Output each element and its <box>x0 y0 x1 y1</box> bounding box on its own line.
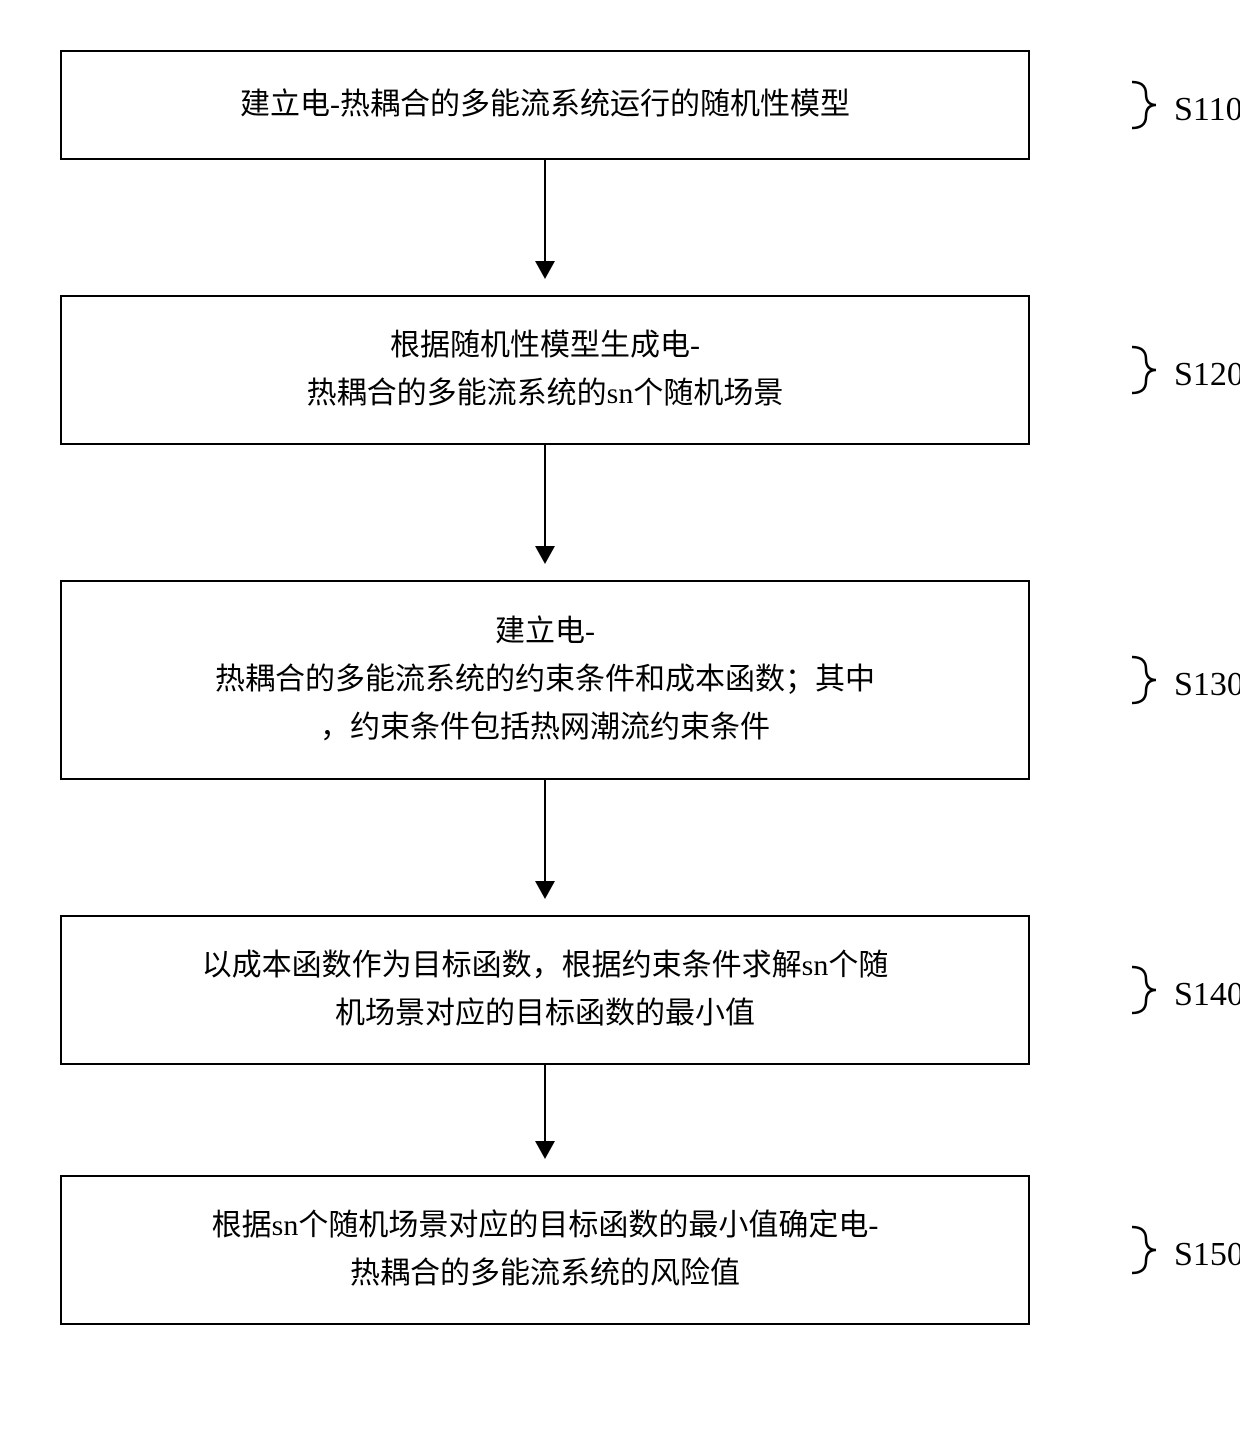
arrow-down-icon <box>544 445 546 562</box>
flow-step-s150: 根据sn个随机场景对应的目标函数的最小值确定电- 热耦合的多能流系统的风险值 <box>60 1175 1030 1325</box>
brace-connector-icon <box>1132 78 1166 141</box>
step-label-text: S120 <box>1174 356 1240 394</box>
step-label-text: S150 <box>1174 1236 1240 1274</box>
flow-step-label-s130: S130 <box>1132 653 1240 716</box>
brace-connector-icon <box>1132 963 1166 1026</box>
flow-step-label-s140: S140 <box>1132 963 1240 1026</box>
flow-step-s140: 以成本函数作为目标函数，根据约束条件求解sn个随 机场景对应的目标函数的最小值 <box>60 915 1030 1065</box>
flow-step-label-s120: S120 <box>1132 343 1240 406</box>
brace-connector-icon <box>1132 1223 1166 1286</box>
flow-step-text: 根据sn个随机场景对应的目标函数的最小值确定电- 热耦合的多能流系统的风险值 <box>212 1202 879 1298</box>
step-label-text: S130 <box>1174 666 1240 704</box>
arrow-down-icon <box>544 160 546 277</box>
flow-step-text: 建立电-热耦合的多能流系统运行的随机性模型 <box>240 81 850 129</box>
flow-step-s120: 根据随机性模型生成电- 热耦合的多能流系统的sn个随机场景 <box>60 295 1030 445</box>
flow-arrow <box>60 445 1030 580</box>
flow-arrow <box>60 1065 1030 1175</box>
flow-step-s110: 建立电-热耦合的多能流系统运行的随机性模型 <box>60 50 1030 160</box>
flow-step-label-s150: S150 <box>1132 1223 1240 1286</box>
step-label-text: S140 <box>1174 976 1240 1014</box>
flow-step-s130: 建立电- 热耦合的多能流系统的约束条件和成本函数；其中 ，约束条件包括热网潮流约… <box>60 580 1030 780</box>
brace-connector-icon <box>1132 343 1166 406</box>
arrow-down-icon <box>544 1065 546 1157</box>
brace-connector-icon <box>1132 653 1166 716</box>
arrow-down-icon <box>544 780 546 897</box>
step-label-text: S110 <box>1174 91 1240 129</box>
flow-step-text: 根据随机性模型生成电- 热耦合的多能流系统的sn个随机场景 <box>307 322 784 418</box>
flow-step-label-s110: S110 <box>1132 78 1240 141</box>
flow-step-text: 建立电- 热耦合的多能流系统的约束条件和成本函数；其中 ，约束条件包括热网潮流约… <box>215 608 875 752</box>
flow-step-text: 以成本函数作为目标函数，根据约束条件求解sn个随 机场景对应的目标函数的最小值 <box>202 942 889 1038</box>
flowchart-container: 建立电-热耦合的多能流系统运行的随机性模型S110根据随机性模型生成电- 热耦合… <box>60 50 1180 1325</box>
flow-arrow <box>60 160 1030 295</box>
flow-arrow <box>60 780 1030 915</box>
